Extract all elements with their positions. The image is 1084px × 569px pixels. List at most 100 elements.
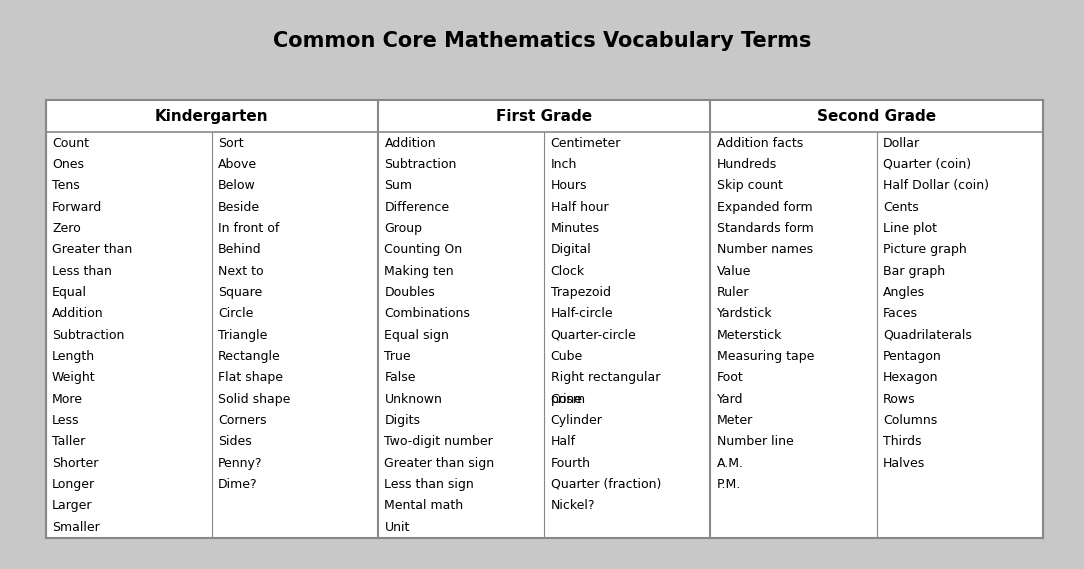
Text: Hexagon: Hexagon: [883, 371, 939, 384]
Text: Unknown: Unknown: [385, 393, 442, 406]
Text: P.M.: P.M.: [717, 478, 741, 491]
Text: Addition facts: Addition facts: [717, 137, 803, 150]
Text: Combinations: Combinations: [385, 307, 470, 320]
Text: Hundreds: Hundreds: [717, 158, 777, 171]
Text: Ones: Ones: [52, 158, 85, 171]
Text: Half Dollar (coin): Half Dollar (coin): [883, 179, 989, 192]
Text: Line plot: Line plot: [883, 222, 937, 235]
Text: Solid shape: Solid shape: [218, 393, 291, 406]
Text: Mental math: Mental math: [385, 499, 464, 512]
Text: Standards form: Standards form: [717, 222, 814, 235]
Text: Smaller: Smaller: [52, 521, 100, 534]
Text: Ruler: Ruler: [717, 286, 749, 299]
Text: Addition: Addition: [385, 137, 436, 150]
Text: Next to: Next to: [218, 265, 263, 278]
Text: Taller: Taller: [52, 435, 86, 448]
Text: Less than: Less than: [52, 265, 112, 278]
Text: Picture graph: Picture graph: [883, 244, 967, 256]
Text: Pentagon: Pentagon: [883, 350, 942, 363]
Text: Half hour: Half hour: [551, 201, 608, 213]
Text: Dime?: Dime?: [218, 478, 258, 491]
Text: Bar graph: Bar graph: [883, 265, 945, 278]
Text: Equal sign: Equal sign: [385, 328, 450, 341]
Text: Value: Value: [717, 265, 751, 278]
Text: Common Core Mathematics Vocabulary Terms: Common Core Mathematics Vocabulary Terms: [273, 31, 811, 51]
Text: Zero: Zero: [52, 222, 81, 235]
Text: Length: Length: [52, 350, 95, 363]
Text: Expanded form: Expanded form: [717, 201, 813, 213]
Text: Beside: Beside: [218, 201, 260, 213]
Text: Rectangle: Rectangle: [218, 350, 281, 363]
Text: Addition: Addition: [52, 307, 104, 320]
Text: Inch: Inch: [551, 158, 577, 171]
Text: Below: Below: [218, 179, 256, 192]
Text: Triangle: Triangle: [218, 328, 268, 341]
Text: In front of: In front of: [218, 222, 280, 235]
Text: Shorter: Shorter: [52, 456, 99, 469]
Text: Circle: Circle: [218, 307, 254, 320]
Text: Digital: Digital: [551, 244, 592, 256]
Text: Tens: Tens: [52, 179, 80, 192]
Text: Forward: Forward: [52, 201, 102, 213]
Text: Number line: Number line: [717, 435, 793, 448]
Text: More: More: [52, 393, 83, 406]
Text: Fourth: Fourth: [551, 456, 591, 469]
Text: Cube: Cube: [551, 350, 583, 363]
Text: Doubles: Doubles: [385, 286, 435, 299]
Text: Thirds: Thirds: [883, 435, 921, 448]
Text: Angles: Angles: [883, 286, 926, 299]
Text: Cone: Cone: [551, 393, 583, 406]
Text: prism: prism: [551, 393, 585, 406]
Text: Sum: Sum: [385, 179, 412, 192]
Text: Kindergarten: Kindergarten: [155, 109, 269, 123]
Text: Quarter (coin): Quarter (coin): [883, 158, 971, 171]
Text: Making ten: Making ten: [385, 265, 454, 278]
Text: Cents: Cents: [883, 201, 919, 213]
Text: Above: Above: [218, 158, 257, 171]
Text: Longer: Longer: [52, 478, 95, 491]
Text: Quadrilaterals: Quadrilaterals: [883, 328, 972, 341]
Text: Halves: Halves: [883, 456, 926, 469]
Text: Greater than sign: Greater than sign: [385, 456, 494, 469]
Text: True: True: [385, 350, 411, 363]
Text: Trapezoid: Trapezoid: [551, 286, 610, 299]
Text: Quarter (fraction): Quarter (fraction): [551, 478, 661, 491]
Text: Flat shape: Flat shape: [218, 371, 283, 384]
Text: Difference: Difference: [385, 201, 450, 213]
Text: Right rectangular: Right rectangular: [551, 371, 660, 384]
Text: Count: Count: [52, 137, 89, 150]
Text: Minutes: Minutes: [551, 222, 599, 235]
Text: Measuring tape: Measuring tape: [717, 350, 814, 363]
Text: Faces: Faces: [883, 307, 918, 320]
Text: Less than sign: Less than sign: [385, 478, 474, 491]
Text: Quarter-circle: Quarter-circle: [551, 328, 636, 341]
Text: Clock: Clock: [551, 265, 584, 278]
Text: Square: Square: [218, 286, 262, 299]
Text: Cylinder: Cylinder: [551, 414, 603, 427]
Text: Counting On: Counting On: [385, 244, 463, 256]
Text: Skip count: Skip count: [717, 179, 783, 192]
Text: Half: Half: [551, 435, 576, 448]
Text: Nickel?: Nickel?: [551, 499, 595, 512]
Text: Subtraction: Subtraction: [385, 158, 456, 171]
Text: Meter: Meter: [717, 414, 753, 427]
Text: Greater than: Greater than: [52, 244, 132, 256]
Text: Dollar: Dollar: [883, 137, 920, 150]
Text: Weight: Weight: [52, 371, 95, 384]
Text: Sides: Sides: [218, 435, 251, 448]
Text: Foot: Foot: [717, 371, 744, 384]
Text: Rows: Rows: [883, 393, 916, 406]
Text: Digits: Digits: [385, 414, 421, 427]
Text: Behind: Behind: [218, 244, 262, 256]
Text: A.M.: A.M.: [717, 456, 744, 469]
Text: Number names: Number names: [717, 244, 813, 256]
Text: Corners: Corners: [218, 414, 267, 427]
Text: First Grade: First Grade: [496, 109, 592, 123]
Text: Sort: Sort: [218, 137, 244, 150]
Text: Larger: Larger: [52, 499, 92, 512]
Text: Second Grade: Second Grade: [817, 109, 937, 123]
Text: Yard: Yard: [717, 393, 744, 406]
Text: Columns: Columns: [883, 414, 938, 427]
Text: Penny?: Penny?: [218, 456, 262, 469]
Text: Two-digit number: Two-digit number: [385, 435, 493, 448]
